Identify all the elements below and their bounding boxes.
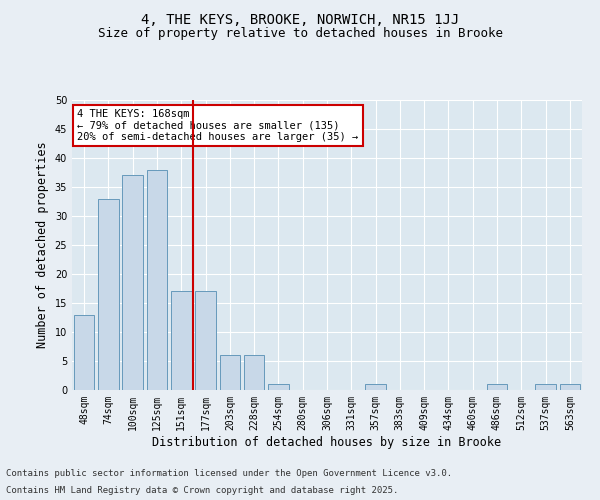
Bar — [98, 198, 119, 390]
Text: 4, THE KEYS, BROOKE, NORWICH, NR15 1JJ: 4, THE KEYS, BROOKE, NORWICH, NR15 1JJ — [141, 12, 459, 26]
Y-axis label: Number of detached properties: Number of detached properties — [36, 142, 49, 348]
Bar — [487, 384, 508, 390]
Text: Size of property relative to detached houses in Brooke: Size of property relative to detached ho… — [97, 28, 503, 40]
Text: Contains public sector information licensed under the Open Government Licence v3: Contains public sector information licen… — [6, 468, 452, 477]
X-axis label: Distribution of detached houses by size in Brooke: Distribution of detached houses by size … — [152, 436, 502, 448]
Bar — [146, 170, 167, 390]
Bar — [171, 292, 191, 390]
Bar — [268, 384, 289, 390]
Bar — [195, 292, 216, 390]
Bar — [244, 355, 265, 390]
Bar — [365, 384, 386, 390]
Bar — [220, 355, 240, 390]
Text: Contains HM Land Registry data © Crown copyright and database right 2025.: Contains HM Land Registry data © Crown c… — [6, 486, 398, 495]
Bar — [535, 384, 556, 390]
Bar — [74, 314, 94, 390]
Bar — [122, 176, 143, 390]
Text: 4 THE KEYS: 168sqm
← 79% of detached houses are smaller (135)
20% of semi-detach: 4 THE KEYS: 168sqm ← 79% of detached hou… — [77, 108, 358, 142]
Bar — [560, 384, 580, 390]
